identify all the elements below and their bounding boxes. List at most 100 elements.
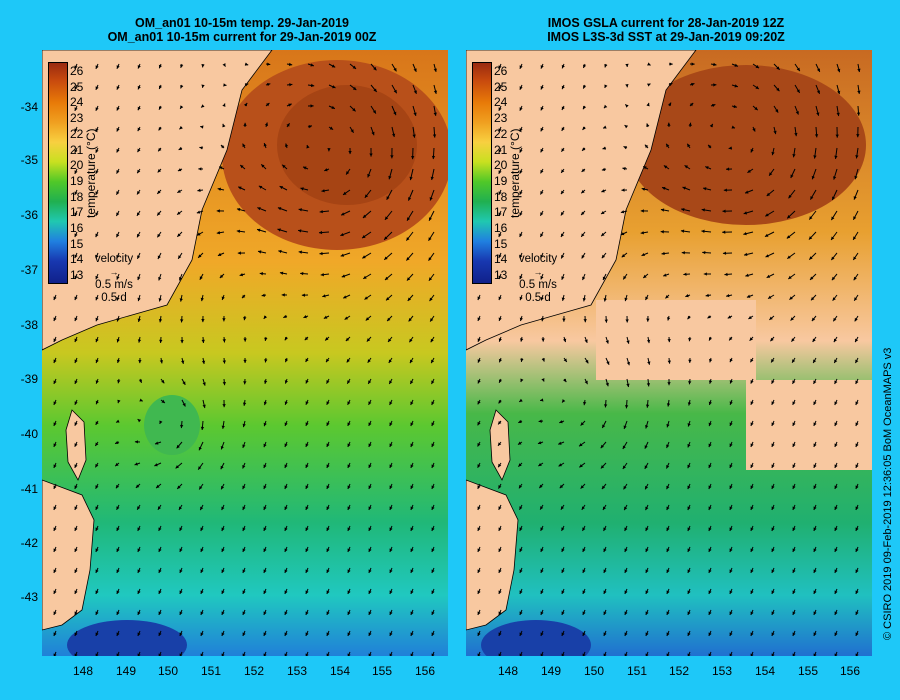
- current-arrowhead: [177, 211, 181, 215]
- colorbar-tick: 25: [494, 79, 508, 94]
- current-arrowhead: [137, 85, 141, 90]
- current-arrowhead: [137, 590, 141, 594]
- current-arrowhead: [221, 296, 225, 300]
- current-arrowhead: [217, 187, 222, 191]
- current-arrowhead: [389, 422, 393, 426]
- current-arrowhead: [831, 276, 836, 281]
- current-arrowhead: [158, 319, 163, 323]
- current-arrowhead: [708, 443, 712, 448]
- current-arrowhead: [705, 166, 709, 170]
- current-arrowhead: [284, 336, 288, 341]
- current-arrowhead: [222, 318, 226, 322]
- current-arrowhead: [433, 90, 438, 94]
- current-arrowhead: [747, 169, 751, 173]
- colorbar-tick: 22: [494, 126, 508, 141]
- current-arrowhead: [258, 185, 263, 189]
- current-arrowhead: [197, 232, 201, 236]
- lon-tick: 155: [797, 664, 819, 678]
- current-arrowhead: [138, 379, 142, 383]
- left-colorbar: [48, 62, 68, 284]
- current-arrowhead: [560, 506, 564, 510]
- current-arrowhead: [708, 632, 712, 636]
- current-arrowhead: [624, 548, 628, 552]
- current-arrowhead: [340, 253, 345, 257]
- current-arrowhead: [776, 87, 780, 92]
- current-arrowhead: [645, 569, 649, 573]
- current-arrowhead: [624, 632, 628, 636]
- current-arrowhead: [519, 632, 523, 636]
- lon-tick: 154: [754, 664, 776, 678]
- current-arrowhead: [622, 167, 626, 171]
- current-arrowhead: [175, 465, 180, 469]
- current-arrowhead: [326, 443, 330, 447]
- current-arrowhead: [834, 590, 838, 594]
- current-arrowhead: [691, 62, 695, 66]
- current-arrowhead: [263, 485, 267, 490]
- current-arrowhead: [645, 548, 649, 552]
- current-arrowhead: [687, 527, 691, 531]
- current-arrowhead: [837, 68, 841, 73]
- current-arrowhead: [74, 548, 78, 552]
- current-arrowhead: [498, 296, 502, 301]
- current-arrowhead: [137, 255, 141, 259]
- current-arrowhead: [200, 426, 205, 431]
- current-arrowhead: [236, 229, 241, 233]
- current-arrowhead: [750, 422, 754, 426]
- current-arrowhead: [538, 419, 542, 423]
- current-arrowhead: [179, 298, 183, 302]
- current-arrowhead: [603, 569, 607, 573]
- current-arrowhead: [584, 380, 588, 385]
- current-arrowhead: [647, 361, 651, 365]
- current-arrowhead: [431, 611, 435, 615]
- current-arrowhead: [326, 527, 330, 531]
- current-arrowhead: [771, 485, 775, 489]
- current-arrowhead: [788, 194, 792, 199]
- current-arrowhead: [431, 401, 435, 406]
- current-arrowhead: [345, 337, 350, 342]
- current-arrowhead: [626, 383, 630, 387]
- current-arrowhead: [519, 86, 523, 90]
- current-arrowhead: [364, 194, 369, 198]
- current-arrowhead: [326, 485, 330, 489]
- current-arrowhead: [764, 233, 769, 237]
- current-arrowhead: [366, 338, 371, 342]
- current-arrowhead: [137, 653, 141, 656]
- current-arrowhead: [198, 466, 202, 470]
- current-arrowhead: [431, 443, 435, 447]
- current-arrowhead: [723, 188, 727, 192]
- lon-tick: 148: [72, 664, 94, 678]
- current-arrowhead: [388, 175, 392, 180]
- current-arrowhead: [582, 653, 586, 656]
- current-arrowhead: [389, 380, 393, 384]
- current-arrowhead: [540, 65, 544, 69]
- current-arrowhead: [498, 485, 502, 489]
- current-arrowhead: [729, 401, 733, 405]
- current-arrowhead: [305, 506, 309, 510]
- current-arrowhead: [428, 277, 433, 281]
- current-arrowhead: [283, 314, 287, 318]
- current-arrowhead: [855, 548, 859, 552]
- current-arrowhead: [645, 425, 649, 429]
- current-arrowhead: [74, 485, 78, 489]
- left-cold-eddy: [144, 395, 200, 455]
- current-arrowhead: [53, 527, 57, 531]
- current-arrowhead: [666, 424, 670, 428]
- current-arrowhead: [53, 296, 57, 301]
- current-arrowhead: [266, 82, 271, 87]
- current-arrowhead: [855, 401, 859, 406]
- current-arrowhead: [95, 380, 99, 384]
- current-arrowhead: [660, 208, 665, 212]
- current-arrowhead: [239, 273, 244, 277]
- current-arrowhead: [116, 590, 120, 594]
- left-current-arrows: [53, 62, 438, 656]
- current-arrowhead: [744, 252, 748, 257]
- current-arrowhead: [834, 527, 838, 531]
- current-arrowhead: [579, 443, 583, 447]
- current-arrowhead: [95, 254, 99, 259]
- current-arrowhead: [771, 464, 775, 468]
- current-arrowhead: [766, 192, 771, 197]
- current-arrowhead: [161, 399, 165, 403]
- current-arrowhead: [834, 611, 838, 615]
- current-arrowhead: [305, 464, 309, 468]
- current-arrowhead: [95, 632, 99, 636]
